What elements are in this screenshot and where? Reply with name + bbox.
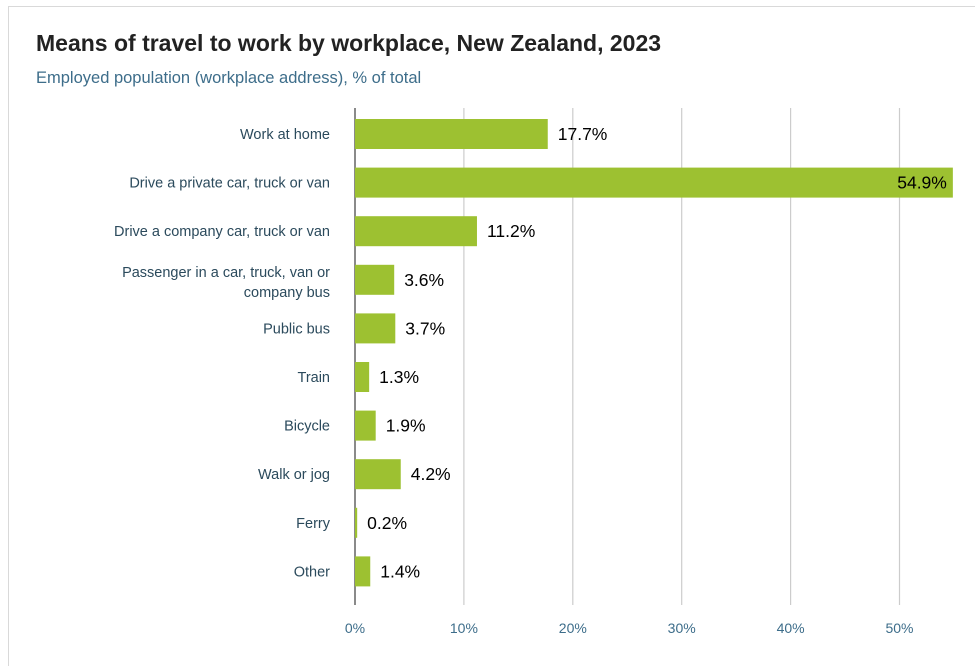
value-label: 17.7% (558, 124, 608, 144)
category-label: Train (298, 370, 331, 386)
value-label: 4.2% (411, 464, 451, 484)
x-tick-label: 30% (668, 620, 696, 636)
x-tick-label: 50% (885, 620, 913, 636)
category-label: Drive a company car, truck or van (114, 224, 330, 240)
bar (355, 556, 371, 587)
category-label: Other (294, 564, 330, 580)
chart-subtitle: Employed population (workplace address),… (36, 69, 422, 87)
bar (355, 313, 396, 344)
value-label: 54.9% (897, 173, 947, 193)
bar (355, 264, 395, 295)
bar (355, 362, 370, 392)
x-tick-label: 0% (345, 620, 365, 636)
bar (355, 167, 953, 198)
category-label: Public bus (263, 321, 330, 337)
x-tick-label: 40% (777, 620, 805, 636)
value-labels: 17.7% 54.9% 11.2% 3.6% 3.7% 1.3% 1.9% 4.2% 0.2% 1… (367, 124, 947, 581)
value-label: 0.2% (367, 513, 407, 533)
category-label: Work at home (240, 127, 330, 143)
value-label: 1.3% (379, 367, 419, 387)
x-axis-ticks: 0% 10% 20% 30% 40% 50% (345, 620, 914, 636)
value-label: 3.7% (405, 318, 445, 338)
value-label: 3.6% (404, 270, 444, 290)
category-label: Passenger in a car, truck, van or company… (122, 265, 330, 301)
bar (355, 119, 548, 149)
value-label: 1.9% (386, 416, 426, 436)
category-label: Bicycle (284, 419, 330, 435)
category-label: Ferry (296, 516, 331, 532)
category-label: Drive a private car, truck or van (129, 176, 330, 192)
bar (355, 216, 477, 247)
value-label: 11.2% (487, 221, 535, 241)
category-labels: Work at home Drive a private car, truck o… (114, 127, 331, 580)
chart-frame (8, 6, 975, 666)
value-label: 1.4% (380, 561, 420, 581)
bar (355, 410, 376, 441)
bars (355, 119, 953, 587)
x-tick-label: 10% (450, 620, 478, 636)
bar (355, 459, 401, 490)
x-tick-label: 20% (559, 620, 587, 636)
category-label: Walk or jog (258, 467, 330, 483)
chart-title: Means of travel to work by workplace, Ne… (36, 30, 662, 56)
bar (355, 507, 358, 538)
